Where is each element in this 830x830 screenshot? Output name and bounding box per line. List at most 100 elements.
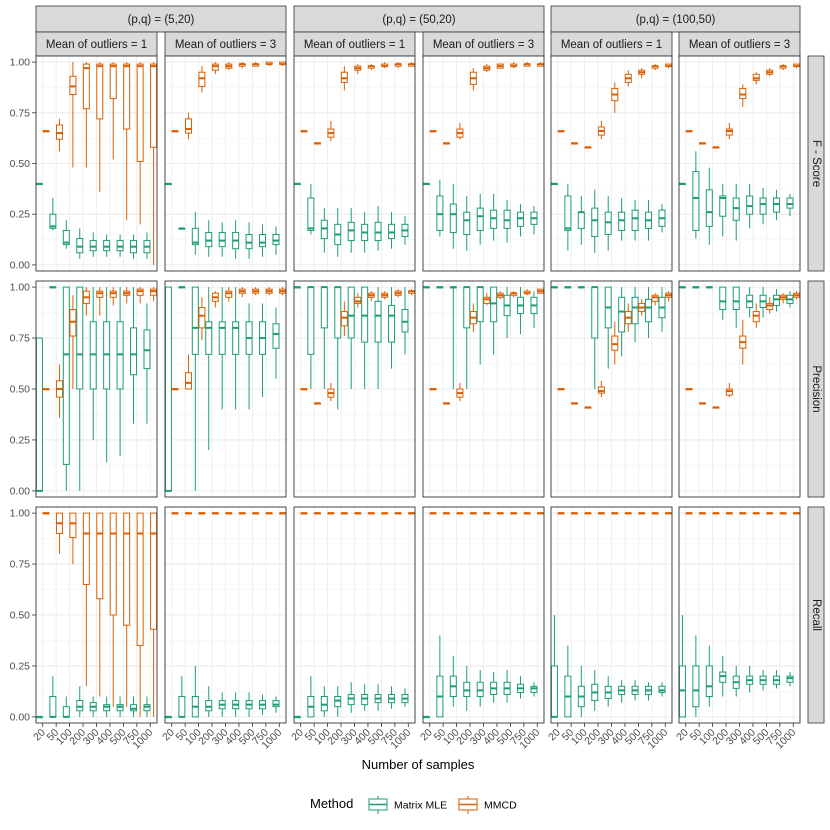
box-iqr: [705, 665, 713, 698]
box-matrix-mle: [503, 200, 511, 243]
box-matrix-mle: [89, 696, 97, 717]
box-matrix-mle: [449, 655, 457, 707]
panel-boxes: [293, 62, 416, 257]
box-iqr: [476, 286, 484, 323]
box-matrix-mle: [334, 286, 342, 410]
box-matrix-mle: [130, 234, 138, 259]
legend-label: MMCD: [484, 800, 517, 812]
box-matrix-mle: [591, 286, 599, 389]
box-matrix-mle: [490, 193, 498, 241]
box-matrix-mle: [89, 232, 97, 257]
box-iqr: [618, 296, 626, 333]
box-matrix-mle: [320, 686, 328, 717]
box-matrix-mle: [143, 303, 151, 424]
box-mmcd: [739, 512, 747, 515]
box-mmcd: [252, 62, 260, 67]
box-matrix-mle: [388, 212, 396, 249]
box-matrix-mle: [759, 187, 767, 225]
box-iqr: [320, 219, 328, 240]
box-iqr: [374, 300, 382, 343]
box-iqr: [597, 386, 605, 394]
box-mmcd: [55, 512, 63, 554]
box-mmcd: [394, 62, 402, 69]
box-mmcd: [198, 66, 206, 93]
box-mmcd: [238, 287, 246, 298]
box-iqr: [116, 321, 124, 390]
box-iqr: [205, 321, 213, 355]
box-matrix-mle: [361, 212, 369, 253]
box-iqr: [150, 288, 158, 296]
box-matrix-mle: [463, 286, 471, 389]
box-iqr: [347, 286, 355, 339]
box-mmcd: [469, 68, 477, 91]
box-matrix-mle: [422, 182, 430, 186]
panel-boxes: [164, 512, 287, 719]
box-matrix-mle: [564, 286, 572, 289]
box-mmcd: [300, 512, 308, 515]
box-mmcd: [367, 64, 375, 71]
box-iqr: [259, 233, 267, 248]
box-mmcd: [537, 512, 545, 515]
box-matrix-mle: [334, 686, 342, 717]
box-iqr: [96, 512, 104, 600]
box-mmcd: [685, 512, 693, 515]
box-matrix-mle: [143, 696, 151, 717]
box-iqr: [49, 213, 57, 229]
box-iqr: [483, 296, 491, 304]
box-matrix-mle: [259, 303, 267, 398]
box-iqr: [658, 685, 666, 693]
y-tick-label: 0.50: [10, 384, 31, 396]
box-iqr: [692, 665, 700, 708]
box-iqr: [184, 372, 192, 390]
box-matrix-mle: [436, 179, 444, 237]
box-matrix-mle: [773, 189, 781, 221]
row-strip: [807, 280, 825, 498]
box-matrix-mle: [705, 286, 713, 289]
panel-boxes: [678, 286, 801, 409]
box-matrix-mle: [307, 183, 315, 235]
box-mmcd: [611, 512, 619, 515]
box-iqr: [96, 290, 104, 298]
box-iqr: [719, 195, 727, 217]
box-iqr: [205, 231, 213, 248]
box-matrix-mle: [130, 287, 138, 424]
facet-panel: [294, 507, 415, 723]
box-matrix-mle: [103, 234, 111, 257]
y-tick-label: 0.00: [10, 259, 31, 271]
box-iqr: [618, 211, 626, 231]
box-matrix-mle: [422, 286, 430, 289]
box-mmcd: [698, 512, 706, 515]
box-matrix-mle: [786, 193, 794, 217]
box-iqr: [150, 63, 158, 148]
box-matrix-mle: [320, 208, 328, 253]
box-mmcd: [109, 512, 117, 707]
box-matrix-mle: [374, 206, 382, 251]
box-iqr: [198, 71, 206, 87]
box-mmcd: [82, 512, 90, 687]
box-matrix-mle: [705, 167, 713, 245]
box-mmcd: [510, 291, 518, 298]
box-matrix-mle: [530, 291, 538, 328]
box-matrix-mle: [436, 286, 444, 289]
box-matrix-mle: [591, 189, 599, 253]
box-mmcd: [442, 142, 450, 145]
box-mmcd: [624, 303, 632, 332]
box-matrix-mle: [130, 696, 138, 717]
box-mmcd: [611, 321, 619, 365]
box-iqr: [361, 693, 369, 706]
box-mmcd: [712, 406, 720, 409]
box-matrix-mle: [759, 670, 767, 691]
panel-border: [550, 55, 673, 272]
subgroup-label: Mean of outliers = 3: [433, 39, 534, 51]
panel-boxes: [550, 512, 673, 718]
box-mmcd: [82, 62, 90, 168]
box-iqr: [361, 286, 369, 343]
panel-border: [293, 55, 416, 272]
box-matrix-mle: [618, 197, 626, 241]
box-matrix-mle: [191, 665, 199, 718]
box-mmcd: [779, 64, 787, 71]
box-mmcd: [123, 512, 131, 707]
box-matrix-mle: [678, 182, 686, 186]
box-matrix-mle: [476, 193, 484, 245]
